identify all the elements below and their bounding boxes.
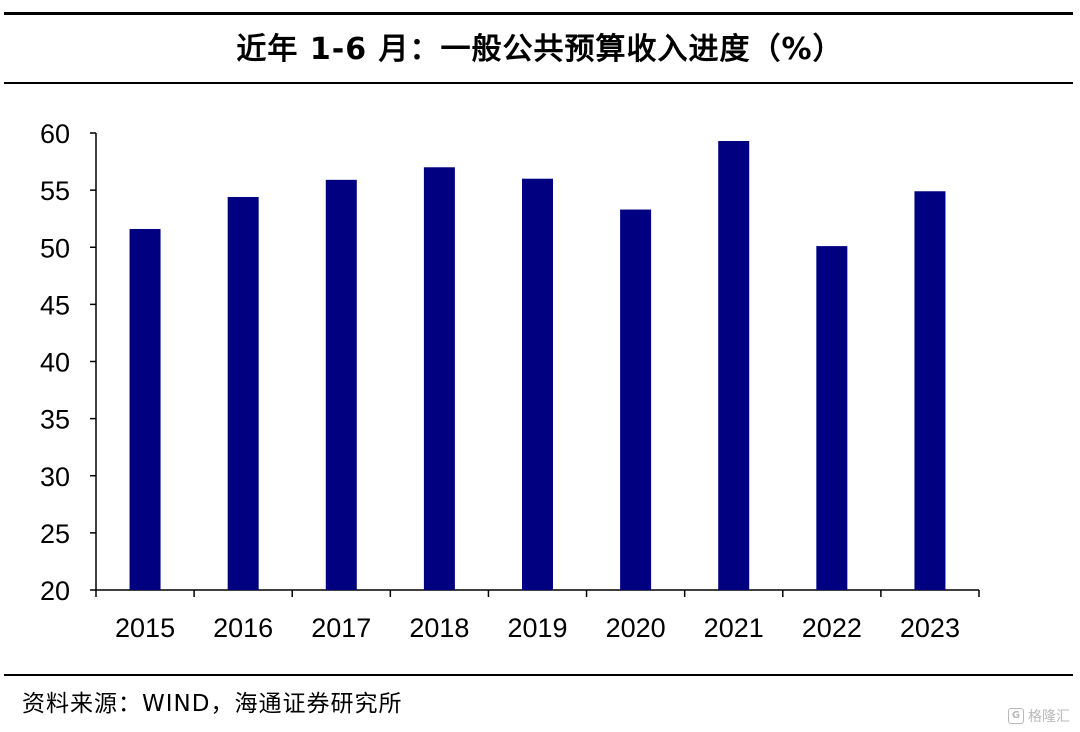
watermark: G 格隆汇 bbox=[1008, 706, 1070, 726]
x-tick-label: 2021 bbox=[704, 613, 764, 643]
bar-2018 bbox=[423, 167, 455, 590]
x-tick-label: 2020 bbox=[606, 613, 666, 643]
watermark-logo-icon: G bbox=[1008, 708, 1024, 724]
bar-2021 bbox=[718, 140, 750, 590]
y-tick-label: 35 bbox=[40, 405, 70, 435]
x-tick-label: 2018 bbox=[409, 613, 469, 643]
watermark-text: 格隆汇 bbox=[1028, 709, 1070, 725]
y-tick-label: 50 bbox=[40, 233, 70, 263]
y-tick-label: 55 bbox=[40, 176, 70, 206]
bar-2022 bbox=[816, 246, 848, 591]
x-tick-label: 2019 bbox=[507, 613, 567, 643]
bar-2016 bbox=[227, 196, 259, 591]
x-tick-label: 2017 bbox=[311, 613, 371, 643]
y-tick-label: 60 bbox=[40, 119, 70, 149]
x-tick-label: 2015 bbox=[115, 613, 175, 643]
y-axis-ticks: 20 25 30 35 40 45 50 55 60 bbox=[40, 119, 96, 606]
bars-group bbox=[129, 140, 946, 591]
x-tick-label: 2023 bbox=[900, 613, 960, 643]
source-rule bbox=[4, 674, 1073, 676]
y-tick-label: 25 bbox=[40, 519, 70, 549]
x-tick-label: 2016 bbox=[213, 613, 273, 643]
x-tick-label: 2022 bbox=[802, 613, 862, 643]
top-rule bbox=[4, 12, 1073, 15]
bar-2023 bbox=[914, 191, 946, 590]
bar-2019 bbox=[522, 178, 553, 590]
bar-2017 bbox=[325, 179, 357, 590]
y-tick-label: 30 bbox=[40, 462, 70, 492]
chart-title: 近年 1-6 月：一般公共预算收入进度（%） bbox=[236, 32, 844, 67]
bar-2020 bbox=[620, 209, 652, 591]
y-tick-label: 45 bbox=[40, 290, 70, 320]
x-axis-ticks: 2015 2016 2017 2018 2019 2020 2021 2022 2023 bbox=[95, 590, 980, 643]
title-rule bbox=[4, 82, 1073, 84]
source-note: 资料来源：WIND，海通证券研究所 bbox=[22, 691, 403, 717]
y-tick-label: 20 bbox=[40, 576, 70, 606]
y-tick-label: 40 bbox=[40, 348, 70, 378]
bar-2015 bbox=[129, 228, 161, 590]
